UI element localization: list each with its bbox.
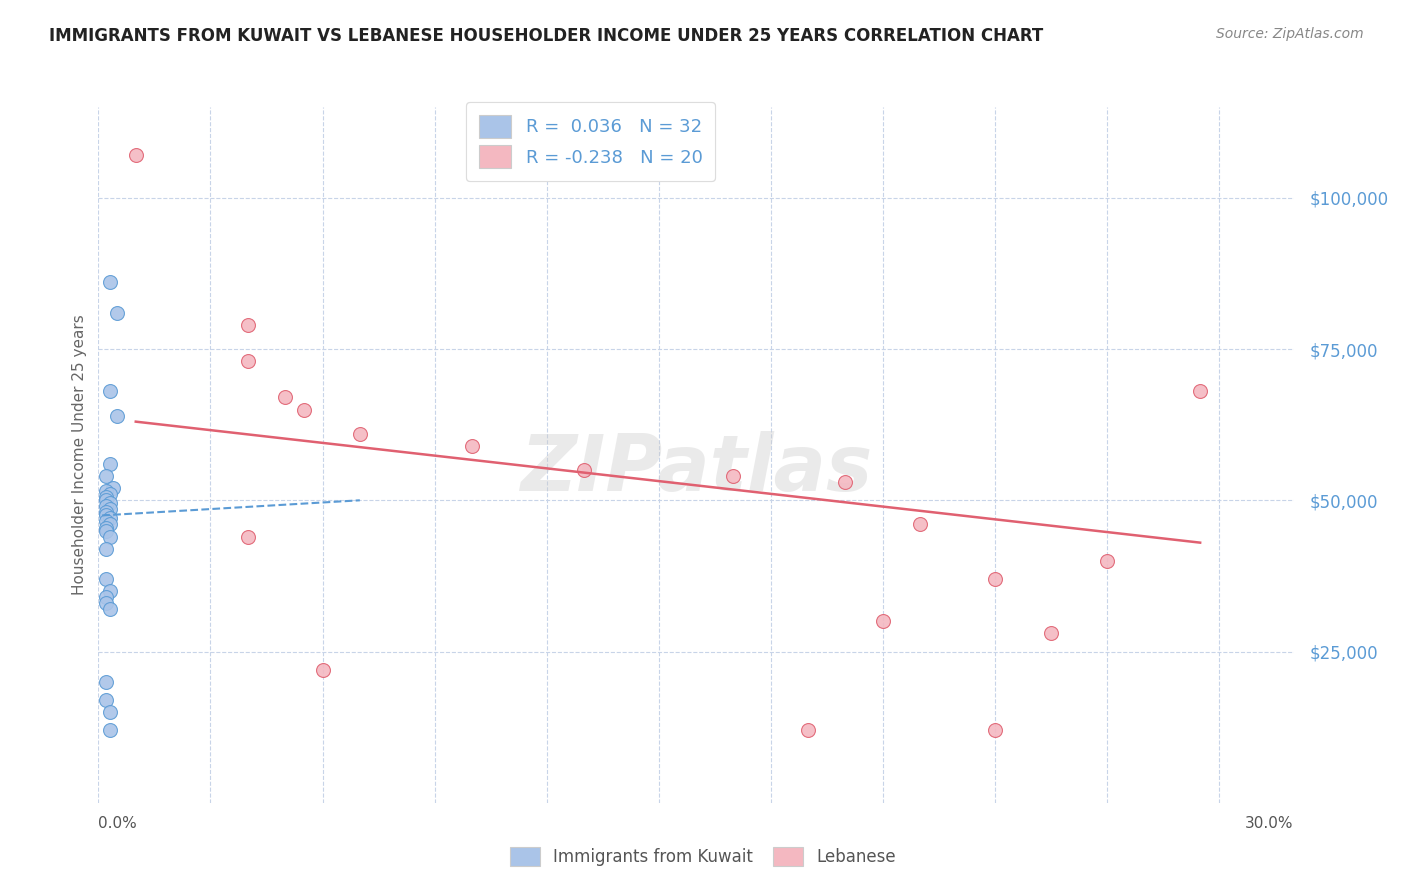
Point	[834, 475, 856, 490]
Point	[94, 590, 117, 604]
Point	[872, 615, 894, 629]
Point	[236, 530, 259, 544]
Point	[98, 584, 121, 599]
Point	[236, 318, 259, 332]
Y-axis label: Householder Income Under 25 years: Householder Income Under 25 years	[72, 315, 87, 595]
Point	[797, 723, 820, 738]
Point	[98, 602, 121, 616]
Point	[98, 723, 121, 738]
Point	[98, 384, 121, 399]
Point	[98, 276, 121, 290]
Point	[983, 572, 1005, 586]
Text: ZIPatlas: ZIPatlas	[520, 431, 872, 507]
Point	[94, 490, 117, 504]
Point	[94, 500, 117, 514]
Point	[1189, 384, 1212, 399]
Point	[105, 409, 128, 423]
Point	[94, 693, 117, 707]
Point	[94, 505, 117, 519]
Point	[98, 705, 121, 719]
Point	[94, 572, 117, 586]
Legend: Immigrants from Kuwait, Lebanese: Immigrants from Kuwait, Lebanese	[502, 838, 904, 875]
Point	[98, 457, 121, 471]
Point	[461, 439, 484, 453]
Point	[292, 402, 315, 417]
Point	[98, 502, 121, 516]
Point	[349, 426, 371, 441]
Point	[723, 469, 745, 483]
Point	[105, 306, 128, 320]
Point	[94, 541, 117, 556]
Point	[311, 663, 333, 677]
Point	[98, 530, 121, 544]
Point	[125, 148, 148, 162]
Point	[1095, 554, 1118, 568]
Point	[908, 517, 931, 532]
Text: IMMIGRANTS FROM KUWAIT VS LEBANESE HOUSEHOLDER INCOME UNDER 25 YEARS CORRELATION: IMMIGRANTS FROM KUWAIT VS LEBANESE HOUSE…	[49, 27, 1043, 45]
Point	[94, 596, 117, 610]
Point	[98, 487, 121, 501]
Point	[572, 463, 595, 477]
Point	[94, 520, 117, 534]
Point	[103, 481, 125, 495]
Point	[94, 524, 117, 538]
Point	[94, 674, 117, 689]
Text: 30.0%: 30.0%	[1246, 816, 1294, 831]
Text: Source: ZipAtlas.com: Source: ZipAtlas.com	[1216, 27, 1364, 41]
Point	[94, 484, 117, 499]
Point	[1039, 626, 1062, 640]
Point	[94, 508, 117, 523]
Point	[94, 493, 117, 508]
Legend: R =  0.036   N = 32, R = -0.238   N = 20: R = 0.036 N = 32, R = -0.238 N = 20	[465, 103, 716, 181]
Point	[98, 517, 121, 532]
Point	[98, 511, 121, 525]
Point	[94, 515, 117, 529]
Point	[94, 469, 117, 483]
Point	[274, 391, 297, 405]
Point	[236, 354, 259, 368]
Text: 0.0%: 0.0%	[98, 816, 138, 831]
Point	[983, 723, 1005, 738]
Point	[98, 496, 121, 510]
